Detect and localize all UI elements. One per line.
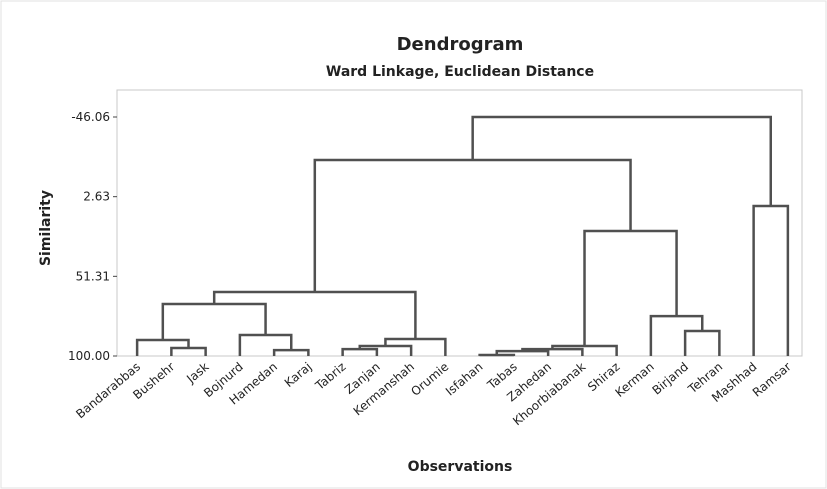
dendrogram-link bbox=[583, 229, 678, 347]
y-tick-label: 100.00 bbox=[68, 349, 110, 363]
dendrogram-link bbox=[478, 353, 516, 357]
chart-subtitle: Ward Linkage, Euclidean Distance bbox=[326, 64, 594, 80]
plot-frame bbox=[116, 89, 803, 357]
dendrogram-link bbox=[313, 158, 632, 293]
dendrogram-link bbox=[649, 314, 704, 356]
y-tick-label: 51.31 bbox=[76, 269, 110, 283]
dendrogram-link bbox=[471, 115, 772, 206]
y-tick-label: -46.06 bbox=[71, 110, 110, 124]
x-axis-label: Observations bbox=[408, 459, 513, 475]
chart-title: Dendrogram bbox=[397, 34, 524, 55]
y-axis-label: Similarity bbox=[38, 190, 54, 266]
y-tick-label: 2.63 bbox=[83, 190, 110, 204]
